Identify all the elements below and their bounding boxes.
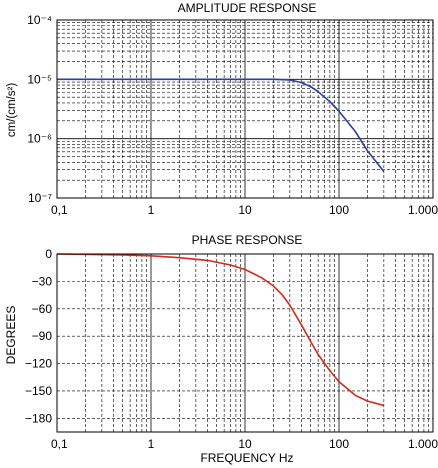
plot-frame: [56, 19, 434, 199]
amplitude-panel: AMPLITUDE RESPONSE cm/(cm/s²) 0,1 1 10 100 1…: [6, 1, 438, 217]
y-tick-label: −90: [32, 329, 53, 343]
y-tick-label: 10⁻⁶: [27, 132, 52, 146]
plot-frame: [56, 253, 434, 433]
x-tick-label: 0,1: [51, 203, 68, 217]
x-tick-label: 1.000: [408, 437, 438, 451]
amplitude-plot: 0,1 1 10 100 1.000 10⁻⁷ 10⁻⁶ 10⁻⁵ 10⁻⁴: [27, 13, 438, 217]
x-tick-label: 100: [329, 437, 349, 451]
phase-panel: PHASE RESPONSE DEGREES FREQUENCY Hz 0,1 1…: [4, 233, 438, 465]
y-tick-label: 10⁻⁷: [28, 191, 52, 205]
x-tick-label: 1: [148, 203, 155, 217]
phase-x-label: FREQUENCY Hz: [200, 451, 293, 465]
x-tick-label: 0,1: [51, 437, 68, 451]
x-tick-label: 100: [329, 203, 349, 217]
y-tick-label: −120: [25, 357, 52, 371]
y-tick-label: −60: [32, 302, 53, 316]
x-tick-label: 1: [148, 437, 155, 451]
y-tick-label: −180: [25, 411, 52, 425]
series-line: [56, 253, 385, 407]
grid: [57, 253, 433, 432]
y-tick-label: −30: [32, 274, 53, 288]
phase-y-label: DEGREES: [4, 306, 18, 365]
amplitude-title: AMPLITUDE RESPONSE: [178, 1, 317, 15]
y-tick-label: 10⁻⁴: [27, 13, 52, 27]
y-tick-label: 10⁻⁵: [27, 72, 52, 86]
x-tick-label: 10: [238, 203, 252, 217]
phase-title: PHASE RESPONSE: [192, 233, 303, 247]
phase-plot: 0,1 1 10 100 1.000 0 −30 −60 −90 −120 −150 −180: [25, 247, 438, 451]
y-tick-label: 0: [45, 247, 52, 261]
series-line: [57, 78, 385, 172]
grid: [57, 20, 433, 198]
x-tick-label: 1.000: [408, 203, 438, 217]
amplitude-y-label: cm/(cm/s²): [6, 83, 18, 137]
x-tick-label: 10: [238, 437, 252, 451]
y-tick-label: −150: [25, 384, 52, 398]
